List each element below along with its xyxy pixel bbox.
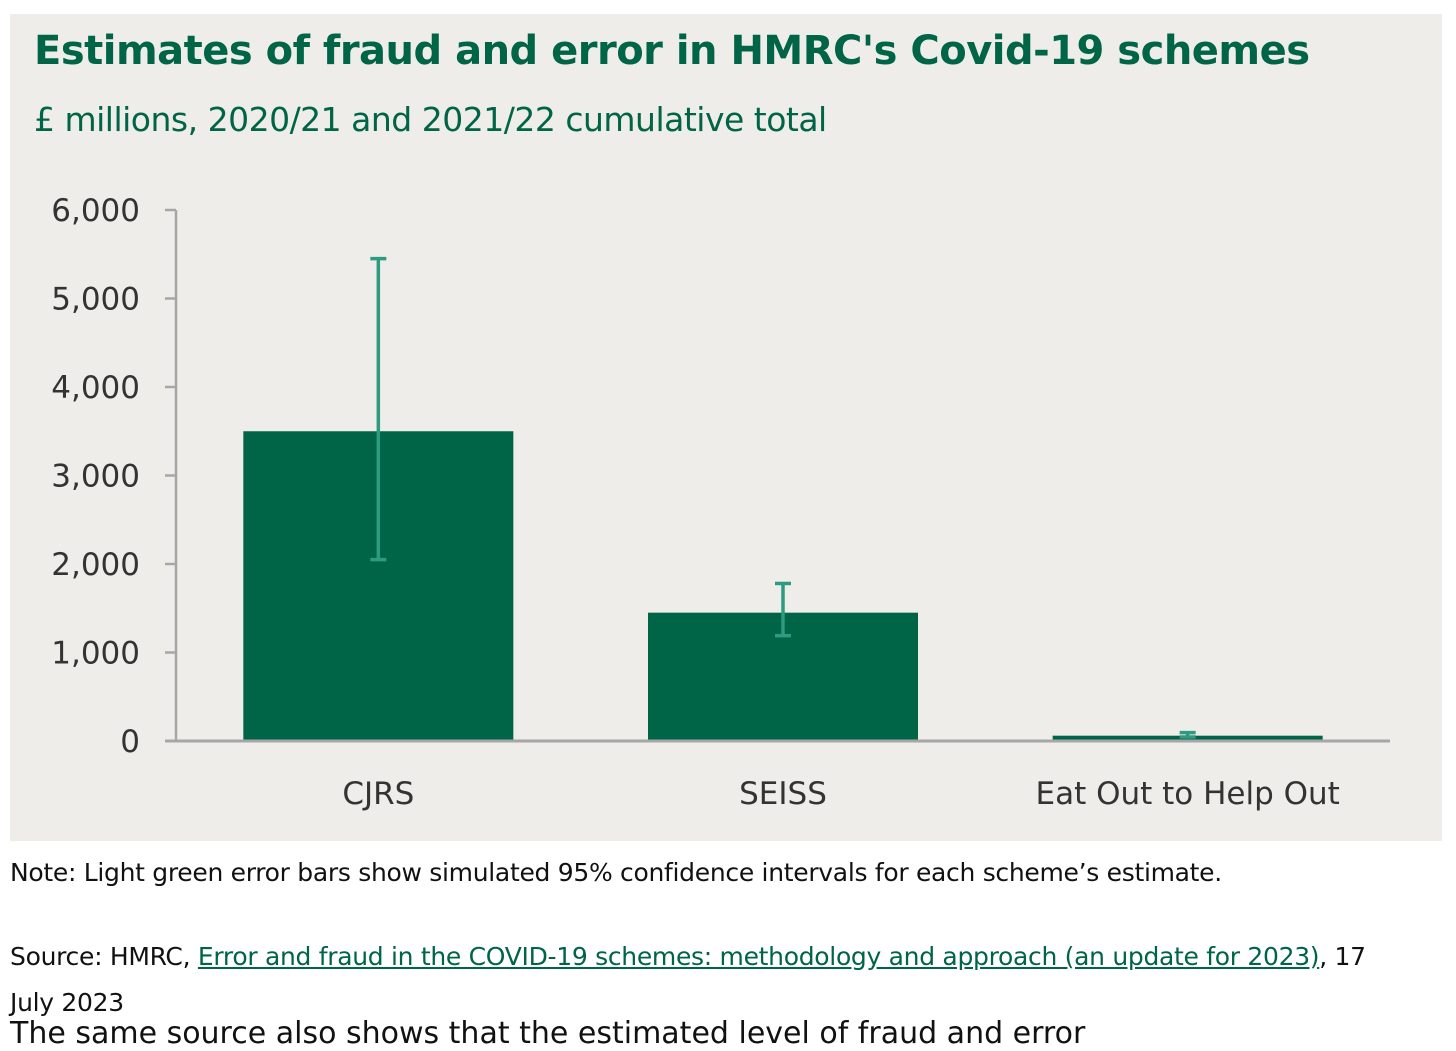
y-axis: 0 1,000 2,000 3,000 4,000 5,000 6,000 [51, 193, 178, 760]
y-tick-label: 2,000 [51, 547, 140, 583]
bar-chart: 0 1,000 2,000 3,000 4,000 5,000 6,000 CJRS SEIS… [51, 193, 1390, 812]
x-axis: CJRS SEISS Eat Out to Help Out [165, 739, 1390, 812]
y-tick-label: 5,000 [51, 282, 140, 318]
chart-note: Note: Light green error bars show simula… [10, 858, 1222, 887]
chart-title: Estimates of fraud and error in HMRC's C… [34, 28, 1310, 74]
y-tick-label: 3,000 [51, 459, 140, 495]
source-link[interactable]: Error and fraud in the COVID-19 schemes:… [197, 942, 1320, 971]
x-tick-label: SEISS [739, 776, 827, 812]
y-tick-label: 1,000 [51, 636, 140, 672]
chart-subtitle: £ millions, 2020/21 and 2021/22 cumulati… [34, 100, 827, 139]
x-tick-label: Eat Out to Help Out [1035, 776, 1339, 812]
y-tick-label: 0 [120, 724, 140, 760]
error-bars [370, 256, 1196, 739]
y-tick-label: 6,000 [51, 193, 140, 229]
y-tick-label: 4,000 [51, 370, 140, 406]
source-prefix: Source: HMRC, [10, 942, 198, 971]
chart-source: Source: HMRC, Error and fraud in the COV… [10, 934, 1410, 1026]
x-tick-label: CJRS [342, 776, 414, 812]
article-body-text: The same source also shows that the esti… [10, 1016, 1086, 1051]
source-suffix: , 17 July 2023 [10, 942, 1366, 1017]
